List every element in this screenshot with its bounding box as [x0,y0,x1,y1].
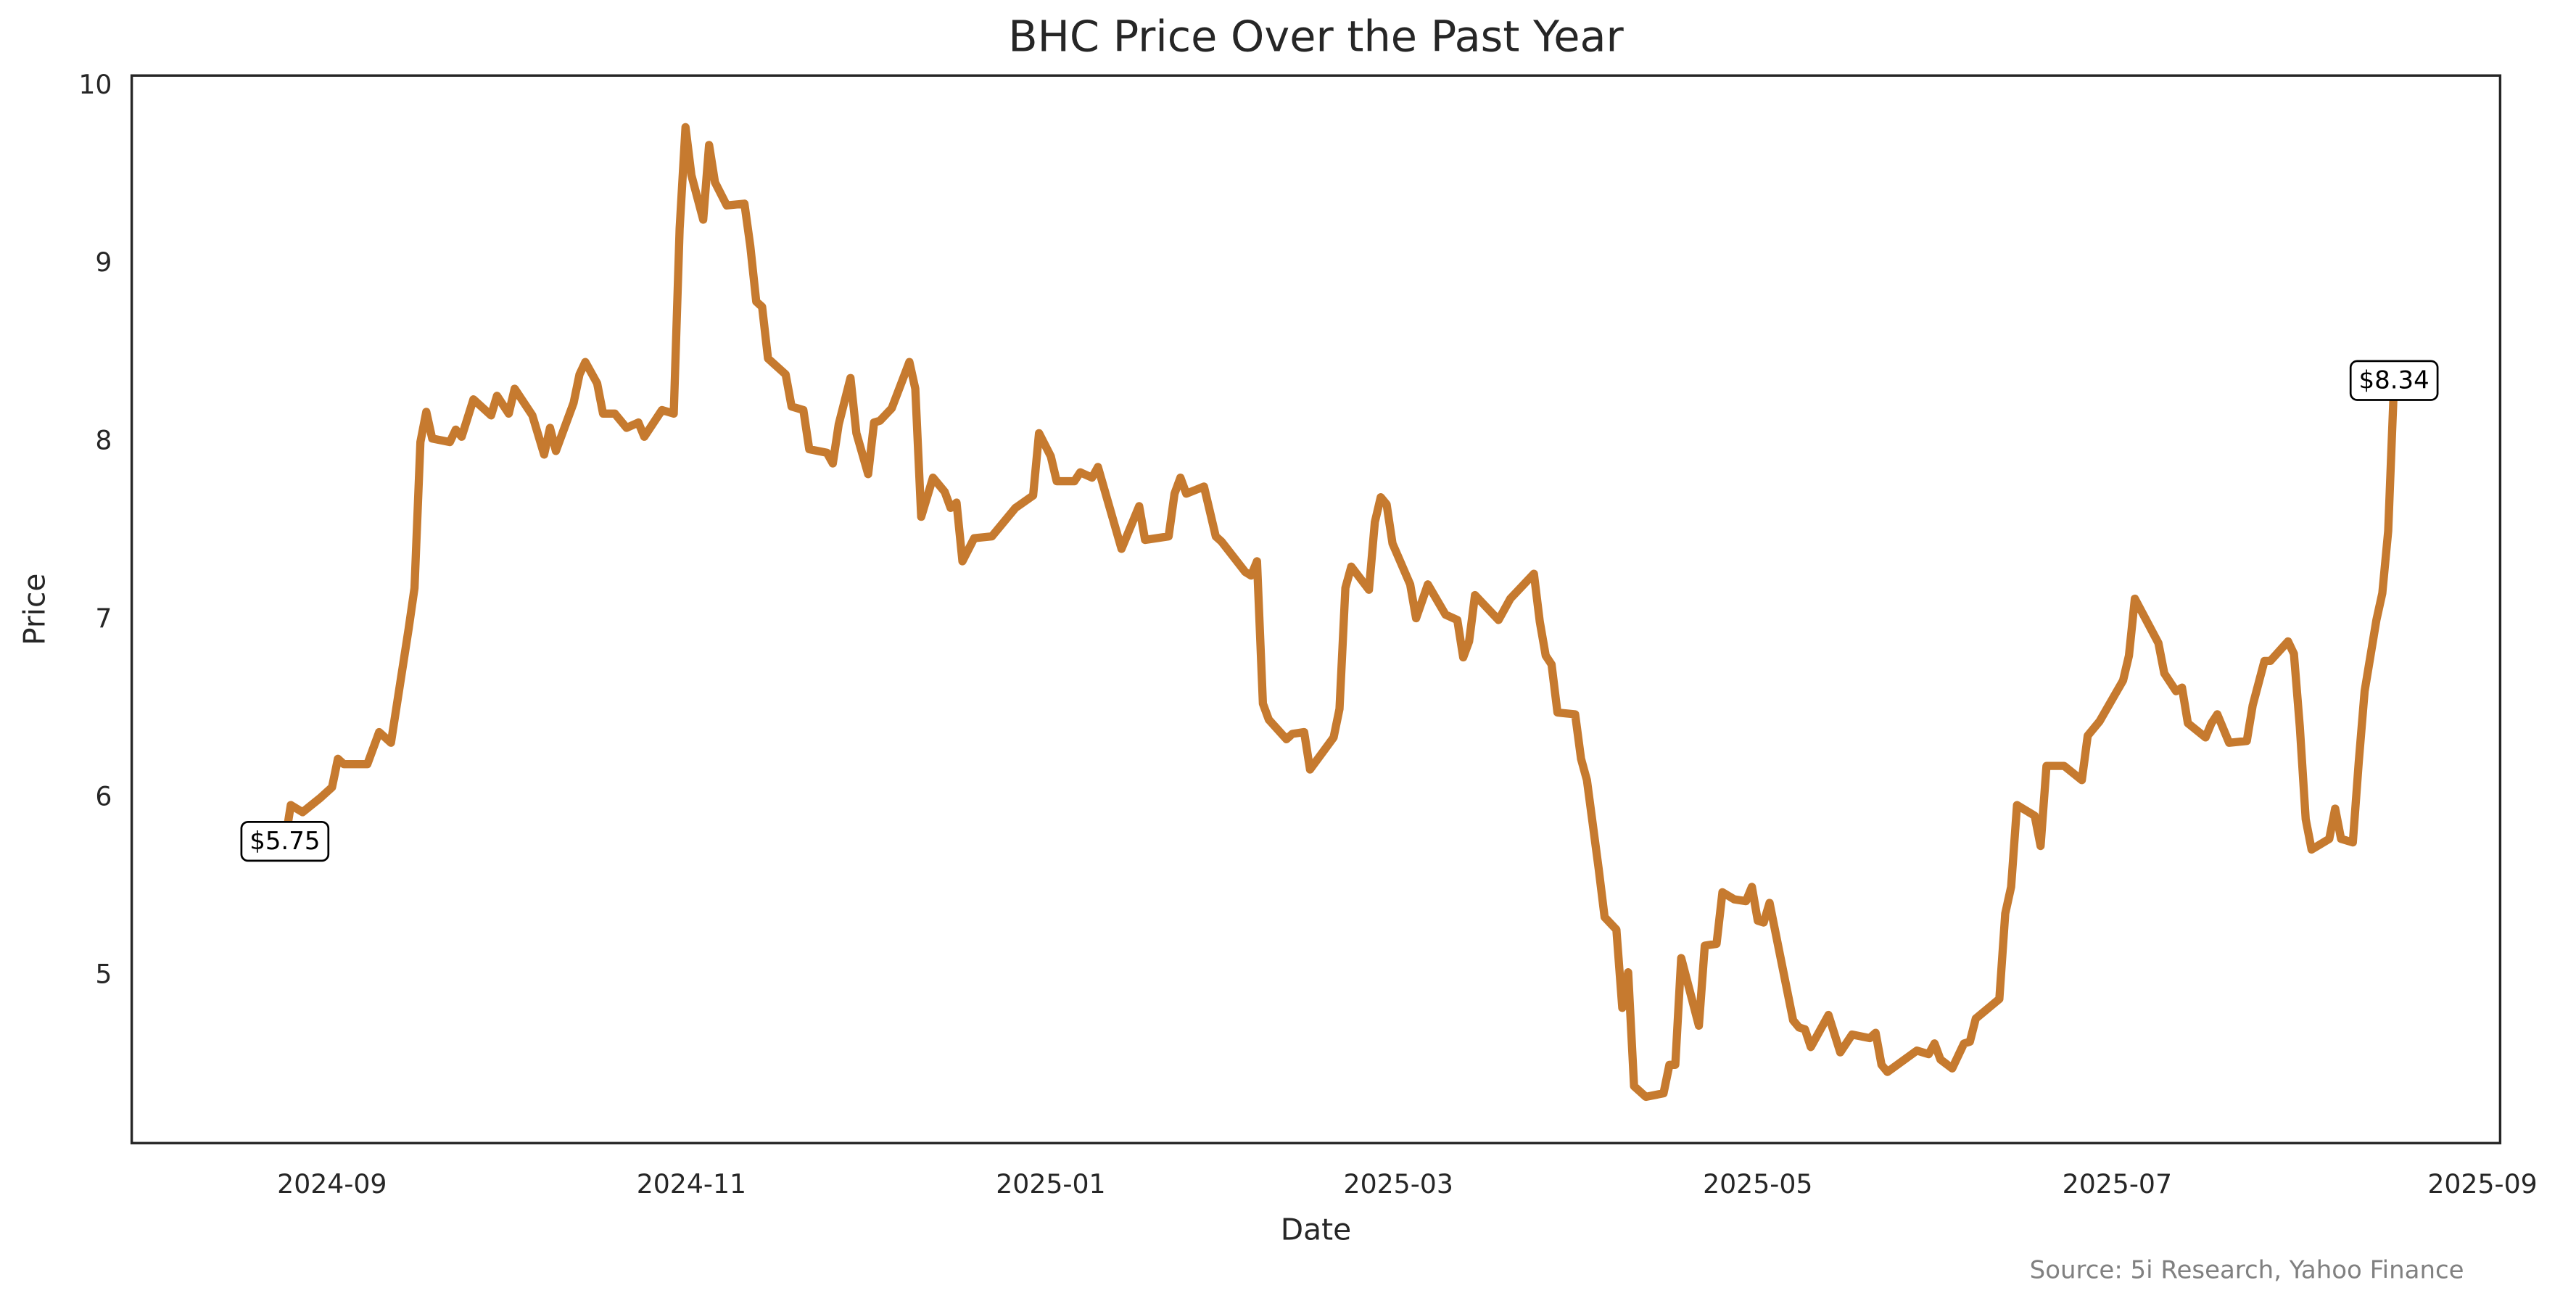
y-tick-label: 6 [95,780,112,812]
x-tick-label: 2025-07 [2063,1168,2172,1199]
y-tick-label: 8 [95,425,112,456]
annotation-box [2349,360,2439,401]
x-tick-label: 2025-01 [996,1168,1105,1199]
x-tick-label: 2025-05 [1703,1168,1812,1199]
annotation-label: $8.34 [2359,366,2430,395]
chart-title: BHC Price Over the Past Year [1008,11,1624,61]
y-tick-label: 10 [78,69,112,100]
annotation: $5.75 [240,820,330,862]
x-tick-label: 2024-11 [637,1168,746,1199]
annotation-label: $5.75 [249,827,320,856]
x-axis-label: Date [1281,1213,1351,1247]
annotation: $8.34 [2349,360,2439,401]
annotation-box [240,820,330,862]
y-tick-label: 7 [95,603,112,634]
y-tick-label: 5 [95,959,112,990]
x-tick-label: 2025-03 [1344,1168,1453,1199]
y-tick-label: 9 [95,247,112,278]
x-tick-label: 2025-09 [2427,1168,2537,1199]
plot-frame [130,74,2502,1144]
y-axis-label: Price [17,574,51,645]
x-tick-label: 2024-09 [277,1168,387,1199]
source-note: Source: 5i Research, Yahoo Finance [2030,1255,2464,1284]
price-line [281,123,2398,1102]
